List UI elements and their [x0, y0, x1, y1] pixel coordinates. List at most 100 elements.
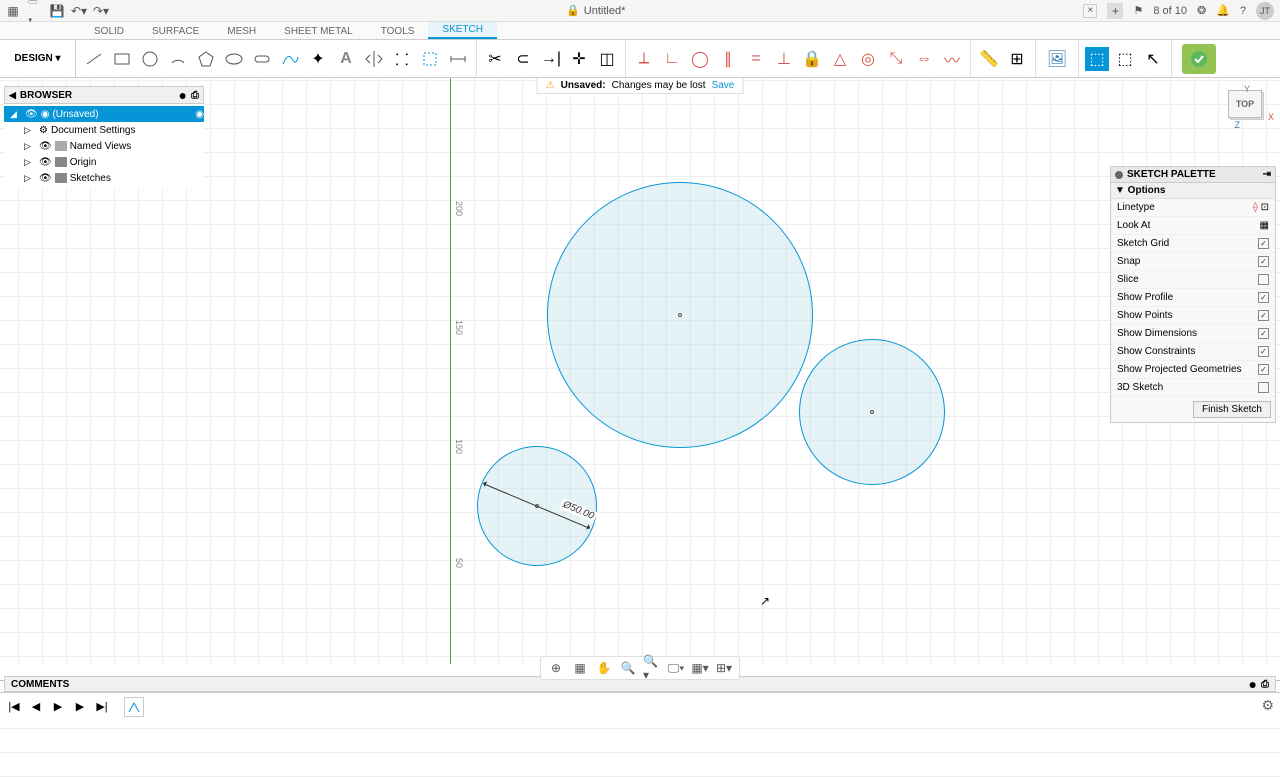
viewcube-face[interactable]: TOP [1228, 90, 1262, 118]
updates-icon[interactable]: ❂ [1197, 4, 1206, 17]
zoom-icon[interactable]: 🔍 [619, 659, 637, 677]
text-tool-icon[interactable]: A [334, 47, 358, 71]
help-icon[interactable]: ? [1240, 5, 1246, 17]
concentric-constraint-icon[interactable]: ◎ [856, 47, 880, 71]
new-tab-button[interactable]: + [1107, 3, 1123, 19]
ellipse-tool-icon[interactable] [222, 47, 246, 71]
palette-option-row[interactable]: Show Constraints [1111, 343, 1275, 361]
curvature-constraint-icon[interactable]: 〰 [940, 47, 964, 71]
perpendicular-constraint-icon[interactable]: ⊥ [772, 47, 796, 71]
rectangle-tool-icon[interactable] [110, 47, 134, 71]
coincident-constraint-icon[interactable]: ⤡ [884, 47, 908, 71]
zoom-window-icon[interactable]: 🔍▾ [643, 659, 661, 677]
palette-option-row[interactable]: Show Points [1111, 307, 1275, 325]
polygon-tool-icon[interactable] [194, 47, 218, 71]
timeline-prev-icon[interactable]: ◀ [28, 699, 44, 715]
comments-expand-icon[interactable]: ⎙ [1261, 679, 1269, 690]
browser-options-icon[interactable]: ● [179, 87, 187, 103]
timeline-end-icon[interactable]: ▶| [94, 699, 110, 715]
redo-icon[interactable]: ↷▾ [94, 4, 108, 18]
browser-header[interactable]: ◀ BROWSER ● ⎙ [4, 86, 204, 104]
palette-option-row[interactable]: Show Dimensions [1111, 325, 1275, 343]
equal-constraint-icon[interactable]: = [744, 47, 768, 71]
palette-option-row[interactable]: 3D Sketch [1111, 379, 1275, 397]
tab-mesh[interactable]: MESH [213, 24, 270, 39]
apps-icon[interactable]: ▦ [6, 4, 20, 18]
checkbox[interactable] [1258, 328, 1269, 339]
slot-tool-icon[interactable] [250, 47, 274, 71]
palette-option-row[interactable]: Slice [1111, 271, 1275, 289]
timeline-start-icon[interactable]: |◀ [6, 699, 22, 715]
select-arrow-icon[interactable]: ↖ [1141, 47, 1165, 71]
save-link[interactable]: Save [712, 80, 735, 91]
spline-tool-icon[interactable] [278, 47, 302, 71]
timeline-play-icon[interactable]: ▶ [50, 699, 66, 715]
fix-constraint-icon[interactable]: 🔒 [800, 47, 824, 71]
tab-surface[interactable]: SURFACE [138, 24, 213, 39]
palette-header[interactable]: SKETCH PALETTE ⇥ [1111, 167, 1275, 183]
circle-tool-icon[interactable] [138, 47, 162, 71]
notifications-icon[interactable]: 🔔 [1216, 4, 1230, 17]
checkbox[interactable] [1258, 382, 1269, 393]
checkbox[interactable] [1258, 346, 1269, 357]
select-window-icon[interactable]: ⬚ [1085, 47, 1109, 71]
pan-icon[interactable]: ✋ [595, 659, 613, 677]
checkbox[interactable] [1258, 274, 1269, 285]
line-tool-icon[interactable] [82, 47, 106, 71]
extend-tool-icon[interactable]: ⊂ [511, 47, 535, 71]
checkbox[interactable] [1258, 256, 1269, 267]
interference-tool-icon[interactable]: ⊞ [1005, 47, 1029, 71]
palette-option-row[interactable]: Linetype⟠ ⊡ [1111, 199, 1275, 217]
lookat-icon[interactable]: ▦ [1260, 220, 1269, 231]
checkbox[interactable] [1258, 364, 1269, 375]
palette-option-row[interactable]: Snap [1111, 253, 1275, 271]
tab-solid[interactable]: SOLID [80, 24, 138, 39]
orbit-icon[interactable]: ⊕ [547, 659, 565, 677]
checkbox[interactable] [1258, 310, 1269, 321]
palette-option-row[interactable]: Sketch Grid [1111, 235, 1275, 253]
point-tool-icon[interactable]: ✦ [306, 47, 330, 71]
midpoint-constraint-icon[interactable]: △ [828, 47, 852, 71]
break-tool-icon[interactable]: →| [539, 47, 563, 71]
tree-item[interactable]: ▷⚙ Document Settings [4, 122, 204, 138]
palette-option-row[interactable]: Look At▦ [1111, 217, 1275, 235]
timeline-sketch-item[interactable] [124, 697, 144, 717]
close-tab-button[interactable]: × [1083, 4, 1097, 18]
pin-icon[interactable]: ⇥ [1263, 169, 1271, 180]
horizontal-constraint-icon[interactable]: ⟂ [632, 47, 656, 71]
job-status[interactable]: 8 of 10 [1153, 5, 1187, 17]
project-tool-icon[interactable] [418, 47, 442, 71]
scale-tool-icon[interactable]: ◫ [595, 47, 619, 71]
palette-options-section[interactable]: ▼ Options [1111, 183, 1275, 199]
select-freeform-icon[interactable]: ⬚ [1113, 47, 1137, 71]
viewport-icon[interactable]: ⊞▾ [715, 659, 733, 677]
measure-tool-icon[interactable]: 📏 [977, 47, 1001, 71]
tab-sketch[interactable]: SKETCH [428, 22, 497, 39]
display-icon[interactable]: 🖵▾ [667, 659, 685, 677]
grid-display-icon[interactable]: ▦▾ [691, 659, 709, 677]
save-icon[interactable]: 💾 [50, 4, 64, 18]
tree-item[interactable]: ▷👁 Named Views [4, 138, 204, 154]
browser-menu-icon[interactable]: ⎙ [191, 90, 199, 101]
collapse-icon[interactable]: ◀ [9, 90, 16, 101]
checkbox[interactable] [1258, 238, 1269, 249]
offset-tool-icon[interactable]: ✛ [567, 47, 591, 71]
settings-gear-icon[interactable]: ⚙ [1261, 697, 1274, 714]
tree-item[interactable]: ▷👁 Sketches [4, 170, 204, 186]
tab-sheetmetal[interactable]: SHEET METAL [270, 24, 367, 39]
undo-icon[interactable]: ↶▾ [72, 4, 86, 18]
file-icon[interactable]: 🗎▾ [28, 4, 42, 18]
finish-sketch-button[interactable]: Finish Sketch [1193, 401, 1271, 418]
symmetry-constraint-icon[interactable]: ⇔ [912, 47, 936, 71]
palette-option-row[interactable]: Show Projected Geometries [1111, 361, 1275, 379]
view-cube[interactable]: Y TOP X Z [1228, 90, 1268, 130]
checkbox[interactable] [1258, 292, 1269, 303]
tangent-constraint-icon[interactable]: ◯ [688, 47, 712, 71]
arc-tool-icon[interactable] [166, 47, 190, 71]
finish-sketch-icon[interactable] [1182, 44, 1216, 74]
vertical-constraint-icon[interactable]: ∟ [660, 47, 684, 71]
tree-item[interactable]: ▷👁 Origin [4, 154, 204, 170]
pattern-tool-icon[interactable]: ⸬ [390, 47, 414, 71]
comments-dot-icon[interactable]: ● [1249, 676, 1257, 692]
tab-tools[interactable]: TOOLS [367, 24, 429, 39]
